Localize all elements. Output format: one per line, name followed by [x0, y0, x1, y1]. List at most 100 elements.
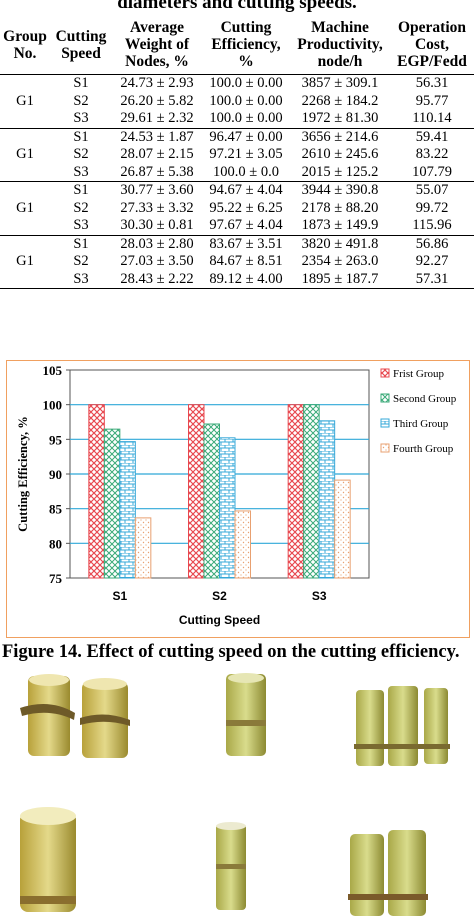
cell-cost: 56.86 — [415, 235, 449, 252]
cell-weight: 27.33 ± 3.32 — [120, 199, 194, 216]
header-speed: Cutting Speed — [50, 17, 112, 75]
cell-group — [0, 110, 50, 129]
cell-weight: 24.73 ± 2.93 — [120, 75, 194, 91]
cell-group — [0, 235, 50, 253]
node-sample-1 — [20, 674, 130, 758]
bar-s2-series-3 — [219, 437, 236, 579]
x-tick-label: S2 — [212, 589, 227, 603]
table-row: S3 29.61 ± 2.32 100.0 ± 0.00 1972 ± 81.30 11… — [0, 110, 474, 129]
cell-weight: 26.87 ± 5.38 — [112, 163, 202, 182]
cell-productivity: 2610 ± 245.6 — [301, 146, 379, 162]
cell-group — [0, 128, 50, 146]
y-tick-label: 95 — [49, 432, 63, 447]
cell-weight: 29.61 ± 2.32 — [112, 110, 202, 129]
legend-swatch — [380, 393, 390, 403]
cell-weight: 30.77 ± 3.60 — [120, 182, 194, 198]
x-axis-label: Cutting Speed — [179, 613, 260, 627]
cell-weight: 24.53 ± 1.87 — [120, 128, 194, 145]
legend-swatch — [380, 443, 390, 453]
table-row: S3 28.43 ± 2.22 89.12 ± 4.00 1895 ± 187.7 57… — [0, 270, 474, 289]
bar-s2-series-2 — [203, 423, 220, 579]
table-row: S3 30.30 ± 0.81 97.67 ± 4.04 1873 ± 149.9 11… — [0, 217, 474, 236]
table-row: S1 24.73 ± 2.93 100.0 ± 0.00 3857 ± 309.1 56… — [0, 75, 474, 93]
cell-cost: 59.41 — [415, 128, 449, 145]
legend-label: Frist Group — [393, 368, 445, 380]
cell-cost: 110.14 — [390, 110, 474, 129]
cell-group — [0, 217, 50, 236]
x-tick-label: S3 — [312, 589, 327, 603]
table-row: G1 S2 26.20 ± 5.82 100.0 ± 0.00 2268 ± 184.2… — [0, 93, 474, 111]
header-productivity: Machine Productivity, node/h — [290, 17, 390, 75]
legend-label: Fourth Group — [393, 443, 454, 455]
table-header-row: Group No. Cutting Speed Average Weight o… — [0, 17, 474, 75]
cell-weight: 27.03 ± 3.50 — [120, 253, 194, 269]
cell-efficiency: 95.22 ± 6.25 — [209, 199, 283, 216]
legend-swatch — [380, 368, 390, 378]
cell-cost: 115.96 — [390, 217, 474, 236]
y-tick-label: 80 — [49, 536, 62, 551]
bar-s1-series-2 — [103, 428, 121, 579]
cell-speed: S2 — [73, 92, 89, 109]
cell-cost: 99.72 — [415, 199, 449, 216]
figure-caption: Figure 14. Effect of cutting speed on th… — [2, 642, 460, 662]
node-sample-2 — [226, 673, 266, 756]
cell-weight: 26.20 ± 5.82 — [120, 92, 194, 109]
node-sample-5 — [216, 822, 246, 910]
cell-efficiency: 100.0 ± 0.00 — [209, 75, 283, 91]
cell-speed: S3 — [50, 217, 112, 236]
bar-s2-series-1 — [188, 404, 205, 579]
y-tick-label: 85 — [49, 502, 63, 517]
cell-cost: 107.79 — [390, 163, 474, 182]
cell-speed: S2 — [73, 199, 89, 216]
cell-speed: S3 — [50, 163, 112, 182]
bar-s3-series-4 — [334, 479, 351, 579]
header-cost: Operation Cost, EGP/Fedd — [390, 17, 474, 75]
cell-productivity: 2354 ± 263.0 — [301, 253, 379, 269]
cell-productivity: 3944 ± 390.8 — [301, 182, 379, 198]
cell-group: G1 — [16, 253, 34, 269]
table-row: S3 26.87 ± 5.38 100.0 ± 0.0 2015 ± 125.2 107… — [0, 163, 474, 182]
table-row: G1 S2 27.33 ± 3.32 95.22 ± 6.25 2178 ± 88.20… — [0, 200, 474, 218]
cell-speed: S1 — [73, 75, 89, 91]
y-tick-label: 100 — [43, 398, 63, 413]
cell-weight: 30.30 ± 0.81 — [112, 217, 202, 236]
bar-s1-series-4 — [134, 517, 152, 579]
cell-productivity: 2268 ± 184.2 — [301, 92, 379, 109]
cell-cost: 57.31 — [390, 270, 474, 289]
y-tick-label: 75 — [49, 571, 63, 586]
cell-efficiency: 96.47 ± 0.00 — [209, 128, 283, 145]
cell-speed: S1 — [73, 128, 89, 145]
cell-productivity: 3857 ± 309.1 — [301, 75, 379, 91]
cell-group: G1 — [16, 199, 34, 216]
header-efficiency: Cutting Efficiency, % — [202, 17, 290, 75]
cell-cost: 92.27 — [415, 253, 449, 269]
cell-cost: 95.77 — [415, 92, 449, 109]
table-caption: diameters and cutting speeds. — [117, 0, 357, 13]
header-group: Group No. — [0, 17, 50, 75]
node-sample-3 — [354, 686, 450, 766]
cell-productivity: 1873 ± 149.9 — [290, 217, 390, 236]
cell-efficiency: 97.67 ± 4.04 — [202, 217, 290, 236]
cell-speed: S2 — [73, 146, 89, 162]
cell-efficiency: 84.67 ± 8.51 — [209, 253, 283, 269]
cell-group: G1 — [16, 146, 34, 162]
cell-efficiency: 89.12 ± 4.00 — [202, 270, 290, 289]
table-row: G1 S2 28.07 ± 2.15 97.21 ± 3.05 2610 ± 245.6… — [0, 146, 474, 164]
cell-productivity: 2015 ± 125.2 — [290, 163, 390, 182]
legend-swatch — [380, 418, 390, 428]
cell-productivity: 1972 ± 81.30 — [290, 110, 390, 129]
cut-nodes-photo — [20, 673, 450, 916]
cell-speed: S3 — [50, 270, 112, 289]
cell-efficiency: 100.0 ± 0.00 — [209, 92, 283, 109]
cell-group — [0, 163, 50, 182]
legend-label: Third Group — [393, 418, 449, 430]
cell-productivity: 2178 ± 88.20 — [301, 199, 379, 216]
cell-group — [0, 182, 50, 200]
cell-speed: S2 — [73, 253, 89, 269]
table-row: S1 30.77 ± 3.60 94.67 ± 4.04 3944 ± 390.8 55… — [0, 182, 474, 200]
cell-efficiency: 97.21 ± 3.05 — [209, 146, 283, 162]
cell-productivity: 3656 ± 214.6 — [301, 128, 379, 145]
bar-s3-series-1 — [287, 404, 305, 579]
cell-speed: S1 — [73, 182, 89, 198]
cell-group — [0, 75, 50, 93]
